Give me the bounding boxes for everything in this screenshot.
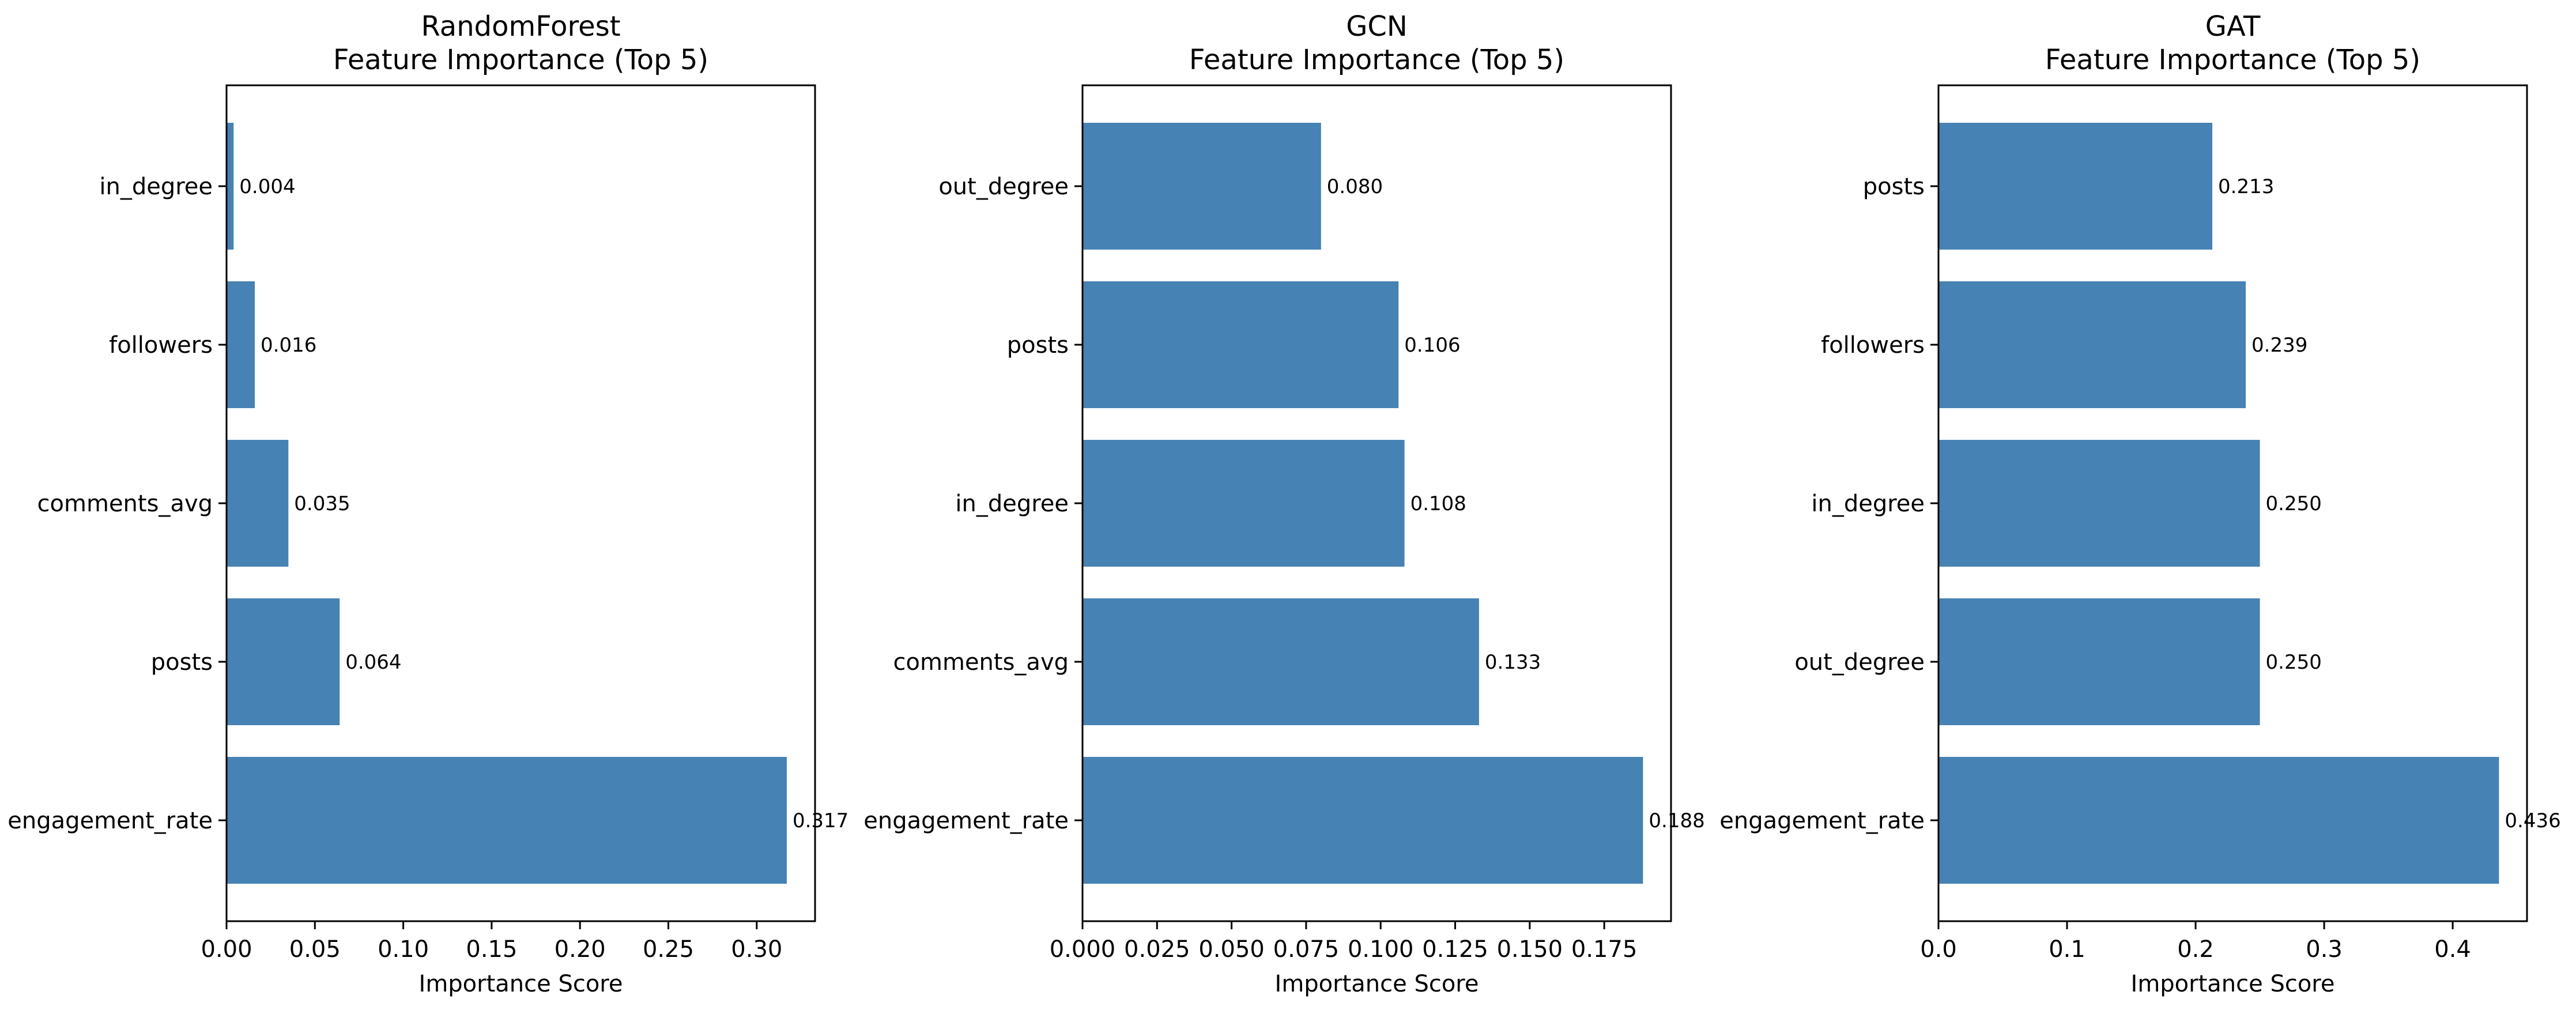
bar bbox=[227, 123, 234, 250]
chart-title: Feature Importance (Top 5) bbox=[2045, 44, 2420, 76]
x-tick-label: 0.3 bbox=[2306, 936, 2343, 963]
chart-title: GAT bbox=[2205, 10, 2261, 43]
x-tick-label: 0.20 bbox=[555, 936, 606, 963]
bar bbox=[1938, 757, 2499, 884]
bar bbox=[227, 598, 340, 725]
plot-frame bbox=[1937, 84, 2528, 922]
bar bbox=[1938, 123, 2213, 250]
bar-value-label: 0.004 bbox=[239, 175, 295, 198]
y-tick-label: posts bbox=[1007, 332, 1069, 359]
y-tick-label: comments_avg bbox=[37, 491, 213, 517]
bar-value-label: 0.188 bbox=[1649, 809, 1704, 832]
bar bbox=[1938, 598, 2260, 725]
y-tick-label: posts bbox=[1863, 174, 1925, 200]
y-tick-label: engagement_rate bbox=[1719, 808, 1925, 834]
y-tick-label: out_degree bbox=[1794, 649, 1925, 676]
x-axis-label: Importance Score bbox=[2131, 971, 2335, 997]
chart-title: Feature Importance (Top 5) bbox=[1189, 44, 1564, 76]
bar bbox=[1083, 440, 1405, 567]
x-tick-label: 0.05 bbox=[289, 936, 341, 963]
x-tick-label: 0.2 bbox=[2177, 936, 2214, 963]
bar bbox=[1083, 757, 1643, 884]
x-tick-label: 0.100 bbox=[1348, 936, 1414, 963]
bar-value-label: 0.250 bbox=[2266, 492, 2322, 515]
y-tick-label: followers bbox=[109, 332, 213, 359]
x-tick-label: 0.050 bbox=[1198, 936, 1265, 963]
y-tick-label: engagement_rate bbox=[863, 808, 1069, 834]
bar-value-label: 0.133 bbox=[1485, 651, 1541, 674]
bar bbox=[1083, 598, 1479, 725]
bar bbox=[1083, 281, 1399, 408]
x-axis-label: Importance Score bbox=[419, 971, 623, 997]
x-tick-label: 0.025 bbox=[1124, 936, 1190, 963]
x-tick-label: 0.175 bbox=[1571, 936, 1638, 963]
bar-value-label: 0.239 bbox=[2251, 334, 2307, 357]
bar-value-label: 0.106 bbox=[1404, 334, 1460, 357]
y-tick-label: posts bbox=[151, 649, 213, 676]
bar-value-label: 0.436 bbox=[2505, 809, 2560, 832]
bar-value-label: 0.064 bbox=[345, 651, 401, 674]
x-tick-label: 0.1 bbox=[2049, 936, 2085, 963]
x-tick-label: 0.075 bbox=[1273, 936, 1340, 963]
bar bbox=[1938, 281, 2246, 408]
x-tick-label: 0.4 bbox=[2434, 936, 2471, 963]
y-tick-label: in_degree bbox=[955, 491, 1069, 517]
y-tick-label: engagement_rate bbox=[7, 808, 213, 834]
x-tick-label: 0.000 bbox=[1050, 936, 1116, 963]
x-tick-label: 0.15 bbox=[466, 936, 517, 963]
bar-value-label: 0.080 bbox=[1327, 175, 1383, 198]
x-tick-label: 0.0 bbox=[1920, 936, 1957, 963]
bar-value-label: 0.317 bbox=[793, 809, 848, 832]
chart-title: RandomForest bbox=[421, 10, 620, 43]
bar-value-label: 0.035 bbox=[294, 492, 350, 515]
x-tick-label: 0.150 bbox=[1497, 936, 1563, 963]
bar bbox=[227, 440, 289, 567]
x-tick-label: 0.125 bbox=[1422, 936, 1488, 963]
plot-frame bbox=[225, 84, 816, 922]
y-tick-label: out_degree bbox=[938, 174, 1069, 200]
x-tick-label: 0.30 bbox=[731, 936, 782, 963]
bar bbox=[1083, 123, 1321, 250]
x-tick-label: 0.10 bbox=[378, 936, 429, 963]
bar-value-label: 0.108 bbox=[1410, 492, 1466, 515]
bar-value-label: 0.213 bbox=[2218, 175, 2274, 198]
bar-value-label: 0.016 bbox=[261, 334, 316, 357]
x-tick-label: 0.25 bbox=[643, 936, 694, 963]
y-tick-label: followers bbox=[1821, 332, 1925, 359]
y-tick-label: comments_avg bbox=[893, 649, 1069, 676]
bar bbox=[227, 281, 255, 408]
y-tick-label: in_degree bbox=[99, 174, 213, 200]
chart-title: Feature Importance (Top 5) bbox=[333, 44, 708, 76]
bar bbox=[1938, 440, 2260, 567]
bar-value-label: 0.250 bbox=[2266, 651, 2322, 674]
bar bbox=[227, 757, 787, 884]
x-axis-label: Importance Score bbox=[1275, 971, 1479, 997]
x-tick-label: 0.00 bbox=[201, 936, 252, 963]
plot-frame bbox=[1081, 84, 1672, 922]
chart-title: GCN bbox=[1346, 10, 1408, 43]
y-tick-label: in_degree bbox=[1811, 491, 1925, 517]
